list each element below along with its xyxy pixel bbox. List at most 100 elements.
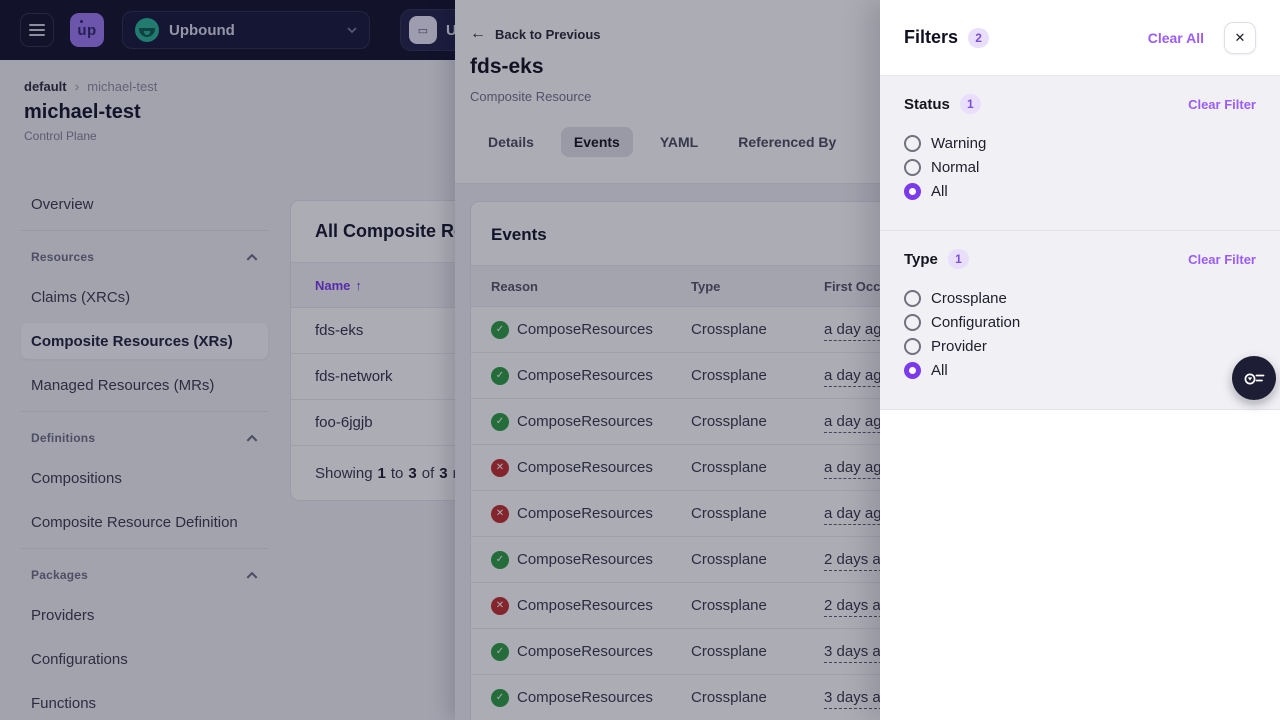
hamburger-icon [29,24,45,26]
sidebar-item-claims[interactable]: Claims (XRCs) [31,288,131,306]
event-time[interactable]: a day ago [824,413,890,433]
status-icon: ✕ [491,504,509,523]
event-row[interactable]: ✓ ComposeResources Crossplane 2 days ago [471,537,1069,583]
event-time[interactable]: 2 days ago [824,597,898,617]
sidebar-item-providers[interactable]: Providers [31,606,95,624]
sidebar-nav: Overview Resources Claims (XRCs) Composi… [21,186,268,720]
resource-subtitle: Composite Resource [470,89,592,104]
chevron-up-icon [246,571,258,579]
radio-icon [904,361,921,379]
status-icon: ✓ [491,412,509,431]
sidebar-item-composite-resource-definition[interactable]: Composite Resource Definition [31,513,238,531]
toggle-filters-fab[interactable] [1232,356,1276,400]
upbound-logo[interactable]: up [70,13,104,47]
org-avatar-icon [135,18,159,42]
tab-referenced-by[interactable]: Referenced By [725,127,849,157]
tab-events[interactable]: Events [560,127,633,157]
sidebar-item-managed-resources[interactable]: Managed Resources (MRs) [31,376,215,394]
console-label: U [446,21,457,39]
sidebar-section-packages[interactable]: Packages [21,559,268,591]
status-icon: ✓ [491,550,509,569]
logo-dot [80,20,83,23]
detail-tabs: Details Events YAML Referenced By [475,127,849,157]
sidebar-item-compositions[interactable]: Compositions [31,469,122,487]
sidebar-section-definitions[interactable]: Definitions [21,422,268,454]
dim-overlay[interactable] [0,0,880,720]
status-icon: ✓ [491,366,509,385]
org-name: Upbound [169,21,235,39]
radio-option-warning[interactable]: Warning [904,131,1256,155]
event-time[interactable]: a day ago [824,505,890,525]
hamburger-menu-button[interactable] [20,13,54,47]
console-icon [409,16,437,44]
event-time[interactable]: 3 days ago [824,643,898,663]
filters-panel: Filters 2 Clear All ✕ Status 1 Clear Fil… [880,0,1280,720]
column-header-type: Type [691,278,721,294]
sidebar-divider [21,230,268,231]
radio-option-status-all[interactable]: All [904,179,1256,203]
radio-icon [904,134,921,152]
event-row[interactable]: ✕ ComposeResources Crossplane a day ago [471,491,1069,537]
sidebar-item-functions[interactable]: Functions [31,694,97,712]
filter-section-type: Type 1 Clear Filter Crossplane Configura… [880,231,1280,410]
radio-icon [904,337,921,355]
radio-option-crossplane[interactable]: Crossplane [904,286,1256,310]
tab-yaml[interactable]: YAML [647,127,711,157]
event-time[interactable]: a day ago [824,367,890,387]
event-row[interactable]: ✓ ComposeResources Crossplane 3 days ago [471,629,1069,675]
sidebar-item-overview[interactable]: Overview [31,195,94,213]
chevron-up-icon [246,253,258,261]
radio-icon [904,289,921,307]
clear-type-filter-button[interactable]: Clear Filter [1188,251,1256,267]
filters-header: Filters 2 Clear All ✕ [880,0,1280,76]
type-count-badge: 1 [947,249,969,269]
status-icon: ✕ [491,458,509,477]
status-icon: ✓ [491,320,509,339]
filter-icon [1244,373,1265,385]
breadcrumb: default › michael-test [24,78,157,94]
radio-icon [904,182,921,200]
sidebar-section-resources[interactable]: Resources [21,241,268,273]
event-row[interactable]: ✕ ComposeResources Crossplane a day ago [471,445,1069,491]
radio-icon [904,313,921,331]
event-time[interactable]: 3 days ago [824,689,898,709]
sidebar-item-configurations[interactable]: Configurations [31,650,128,668]
back-to-previous-link[interactable]: ← Back to Previous [470,25,601,42]
radio-option-provider[interactable]: Provider [904,334,1256,358]
event-row[interactable]: ✓ ComposeResources Crossplane a day ago [471,353,1069,399]
event-row[interactable]: ✓ ComposeResources Crossplane a day ago [471,307,1069,353]
event-time[interactable]: 2 days ago [824,551,898,571]
event-row[interactable]: ✕ ComposeResources Crossplane 2 days ago [471,583,1069,629]
sidebar-item-composite-resources[interactable]: Composite Resources (XRs) [21,323,268,359]
breadcrumb-current: michael-test [87,78,158,94]
events-table-body: ✓ ComposeResources Crossplane a day ago … [471,307,1069,720]
chevron-up-icon [246,434,258,442]
status-icon: ✓ [491,688,509,707]
event-time[interactable]: a day ago [824,321,890,341]
clear-status-filter-button[interactable]: Clear Filter [1188,96,1256,112]
event-time[interactable]: a day ago [824,459,890,479]
back-arrow-icon: ← [470,25,486,42]
column-header-reason: Reason [491,278,538,294]
radio-option-configuration[interactable]: Configuration [904,310,1256,334]
chevron-down-icon [347,27,357,33]
clear-all-button[interactable]: Clear All [1147,29,1204,46]
sort-asc-icon: ↑ [355,277,362,293]
radio-option-normal[interactable]: Normal [904,155,1256,179]
filter-section-title: Status [904,95,950,113]
event-row[interactable]: ✓ ComposeResources Crossplane 3 days ago [471,675,1069,720]
radio-option-type-all[interactable]: All [904,358,1256,382]
filters-count-badge: 2 [968,27,990,48]
filters-title: Filters [904,27,959,47]
breadcrumb-root[interactable]: default [24,78,67,94]
tab-details[interactable]: Details [475,127,547,157]
logo-text: up [77,21,97,39]
page-subtitle: Control Plane [24,129,97,143]
event-row[interactable]: ✓ ComposeResources Crossplane a day ago [471,399,1069,445]
close-filters-button[interactable]: ✕ [1224,21,1256,54]
page-header: default › michael-test michael-test Cont… [24,78,157,143]
resource-title: fds-eks [470,55,544,78]
events-title: Events [491,225,547,244]
org-selector-dropdown[interactable]: Upbound [122,11,370,49]
